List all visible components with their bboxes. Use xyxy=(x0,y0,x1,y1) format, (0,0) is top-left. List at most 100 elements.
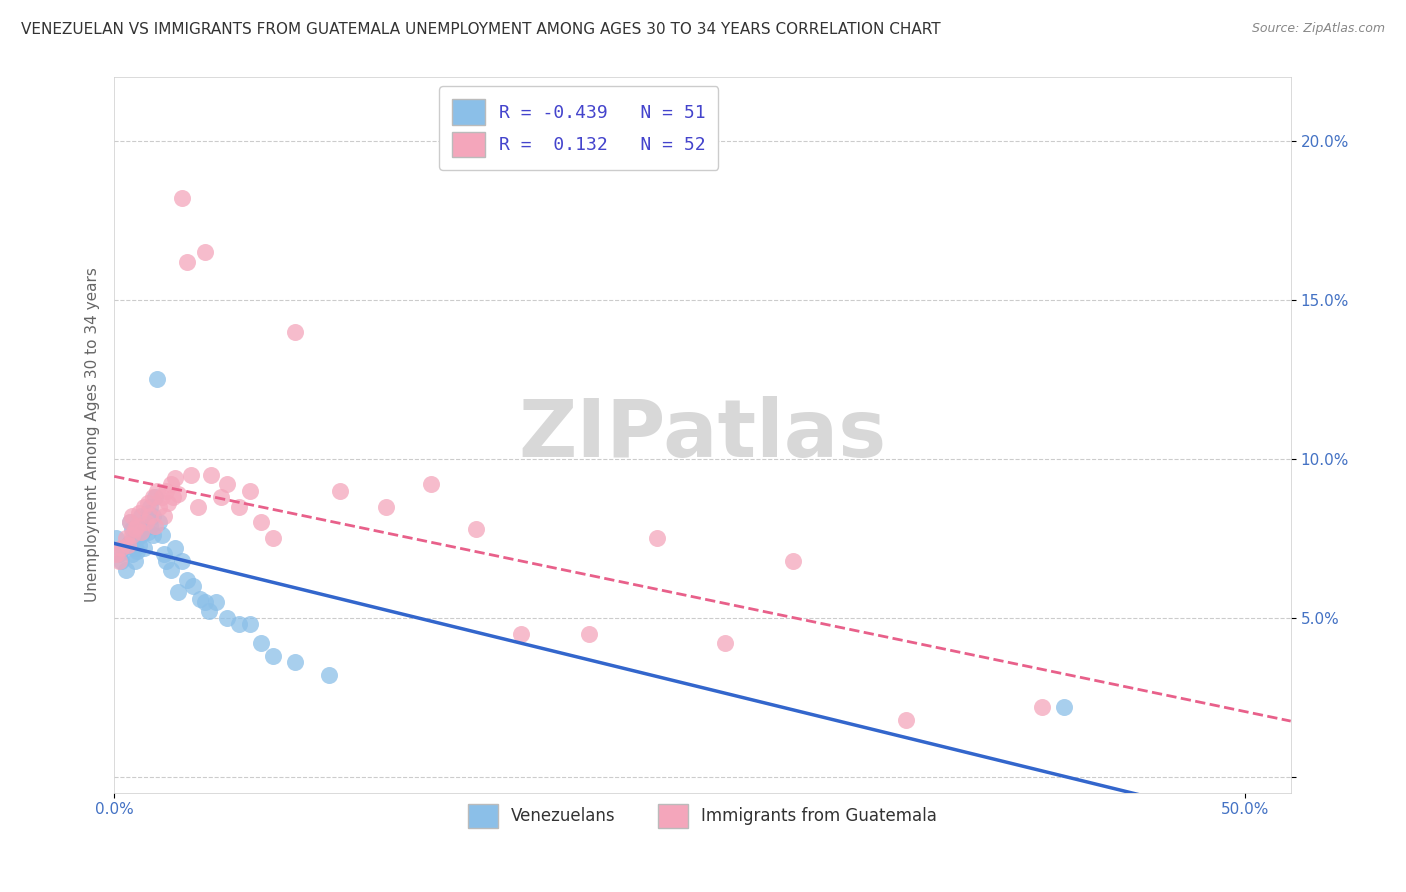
Point xyxy=(107,547,129,561)
Point xyxy=(132,500,155,514)
Point xyxy=(139,518,162,533)
Point xyxy=(124,522,146,536)
Point xyxy=(105,532,128,546)
Point xyxy=(188,591,211,606)
Point xyxy=(318,668,340,682)
Point xyxy=(187,500,209,514)
Y-axis label: Unemployment Among Ages 30 to 34 years: Unemployment Among Ages 30 to 34 years xyxy=(86,268,100,602)
Point xyxy=(143,518,166,533)
Point xyxy=(139,509,162,524)
Point xyxy=(228,500,250,514)
Point xyxy=(510,626,533,640)
Point xyxy=(239,617,262,632)
Point xyxy=(114,563,136,577)
Point xyxy=(131,509,153,524)
Point xyxy=(118,516,141,530)
Point xyxy=(198,605,221,619)
Point xyxy=(165,541,187,555)
Point xyxy=(170,191,193,205)
Point xyxy=(110,541,132,555)
Point xyxy=(166,585,188,599)
Point xyxy=(162,490,184,504)
Point xyxy=(165,471,187,485)
Point xyxy=(166,487,188,501)
Point xyxy=(117,538,139,552)
Point xyxy=(159,477,181,491)
Point xyxy=(239,483,262,498)
Point xyxy=(128,538,150,552)
Point xyxy=(217,611,239,625)
Point xyxy=(578,626,600,640)
Point xyxy=(136,524,159,539)
Point xyxy=(110,553,132,567)
Point xyxy=(374,500,396,514)
Point xyxy=(200,467,222,482)
Point xyxy=(139,500,162,514)
Point xyxy=(128,518,150,533)
Point xyxy=(146,372,169,386)
Point xyxy=(107,553,129,567)
Point xyxy=(714,636,737,650)
Point xyxy=(117,538,139,552)
Point xyxy=(132,522,155,536)
Point xyxy=(131,524,153,539)
Point xyxy=(142,509,165,524)
Point xyxy=(284,325,307,339)
Point xyxy=(262,532,284,546)
Point xyxy=(250,516,273,530)
Point xyxy=(136,496,159,510)
Point xyxy=(125,532,148,546)
Point xyxy=(121,522,143,536)
Point xyxy=(1031,699,1053,714)
Point xyxy=(150,528,173,542)
Point xyxy=(153,509,176,524)
Point xyxy=(121,528,143,542)
Point xyxy=(209,490,232,504)
Point xyxy=(228,617,250,632)
Point xyxy=(217,477,239,491)
Point xyxy=(157,496,180,510)
Point xyxy=(159,563,181,577)
Point xyxy=(894,713,917,727)
Point xyxy=(645,532,668,546)
Point xyxy=(125,544,148,558)
Point xyxy=(135,516,157,530)
Point xyxy=(112,541,135,555)
Point xyxy=(194,245,217,260)
Point xyxy=(465,522,488,536)
Point xyxy=(1053,699,1076,714)
Point xyxy=(121,509,143,524)
Point xyxy=(176,573,198,587)
Point xyxy=(155,553,177,567)
Point xyxy=(143,490,166,504)
Point xyxy=(148,500,170,514)
Point xyxy=(176,255,198,269)
Point xyxy=(782,553,804,567)
Point xyxy=(142,528,165,542)
Legend: Venezuelans, Immigrants from Guatemala: Venezuelans, Immigrants from Guatemala xyxy=(461,797,943,834)
Point xyxy=(124,541,146,555)
Point xyxy=(136,506,159,520)
Text: ZIPatlas: ZIPatlas xyxy=(519,396,887,474)
Point xyxy=(128,506,150,520)
Point xyxy=(124,553,146,567)
Text: Source: ZipAtlas.com: Source: ZipAtlas.com xyxy=(1251,22,1385,36)
Point xyxy=(150,490,173,504)
Point xyxy=(420,477,443,491)
Point xyxy=(118,516,141,530)
Point xyxy=(135,516,157,530)
Point xyxy=(329,483,352,498)
Point xyxy=(284,656,307,670)
Point xyxy=(262,648,284,663)
Point xyxy=(121,547,143,561)
Point xyxy=(148,516,170,530)
Point xyxy=(183,579,205,593)
Point xyxy=(132,541,155,555)
Point xyxy=(250,636,273,650)
Point xyxy=(153,547,176,561)
Point xyxy=(125,518,148,533)
Point xyxy=(105,547,128,561)
Point xyxy=(170,553,193,567)
Point xyxy=(146,483,169,498)
Point xyxy=(131,528,153,542)
